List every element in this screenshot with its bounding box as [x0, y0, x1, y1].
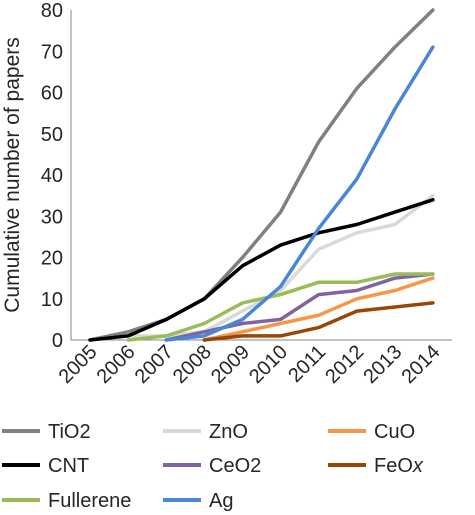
legend-label: Fullerene [48, 490, 131, 512]
series-line-cnt [88, 198, 435, 342]
y-tick-label: 20 [41, 248, 63, 270]
legend-label: CeO2 [209, 455, 261, 477]
y-tick-label: 80 [41, 0, 63, 22]
series-line-ceo2 [164, 272, 435, 342]
y-tick-label: 0 [52, 330, 63, 352]
legend-label: TiO2 [48, 421, 91, 443]
x-tick-label: 2011 [284, 341, 330, 387]
y-axis-title: Cumulative number of papers [1, 37, 24, 312]
series-lines [88, 8, 435, 342]
y-tick-label: 70 [41, 41, 63, 63]
series-line-tio2 [88, 8, 435, 342]
legend-item-fullerene: Fullerene [2, 490, 131, 512]
y-axis-title-group: Cumulative number of papers [1, 37, 24, 312]
x-tick-label: 2009 [207, 341, 254, 388]
series-line-fullerene [126, 272, 435, 342]
legend: TiO2 ZnO CuO CNT CeO2 FeOx Fullerene Ag [2, 421, 424, 512]
x-tick-label: 2012 [321, 341, 368, 388]
legend-item-zno: ZnO [163, 421, 248, 443]
legend-item-feox: FeOx [328, 455, 424, 477]
y-tick-label: 40 [41, 165, 63, 187]
x-tick-label: 2010 [245, 341, 292, 388]
legend-label: FeOx [374, 455, 424, 477]
legend-item-ceo2: CeO2 [163, 455, 261, 477]
x-tick-label: 2007 [131, 341, 178, 388]
legend-label: Ag [209, 490, 233, 512]
legend-item-cnt: CNT [2, 455, 89, 477]
legend-label: CNT [48, 455, 89, 477]
y-tick-label: 50 [41, 124, 63, 146]
series-line-feox [202, 301, 435, 342]
legend-label: ZnO [209, 421, 248, 443]
legend-label: CuO [374, 421, 415, 443]
series-line-ag [164, 45, 435, 342]
y-tick-label: 30 [41, 206, 63, 228]
y-axis-ticks: 0 10 20 30 40 50 60 70 80 [41, 0, 63, 352]
y-tick-label: 10 [41, 289, 63, 311]
x-tick-label: 2014 [397, 341, 444, 388]
x-tick-label: 2008 [169, 341, 216, 388]
series-line-cuo [202, 276, 435, 342]
legend-item-tio2: TiO2 [2, 421, 91, 443]
legend-item-ag: Ag [163, 490, 233, 512]
x-tick-label: 2006 [93, 341, 140, 388]
legend-item-cuo: CuO [328, 421, 415, 443]
y-tick-label: 60 [41, 83, 63, 105]
x-tick-label: 2013 [359, 341, 406, 388]
